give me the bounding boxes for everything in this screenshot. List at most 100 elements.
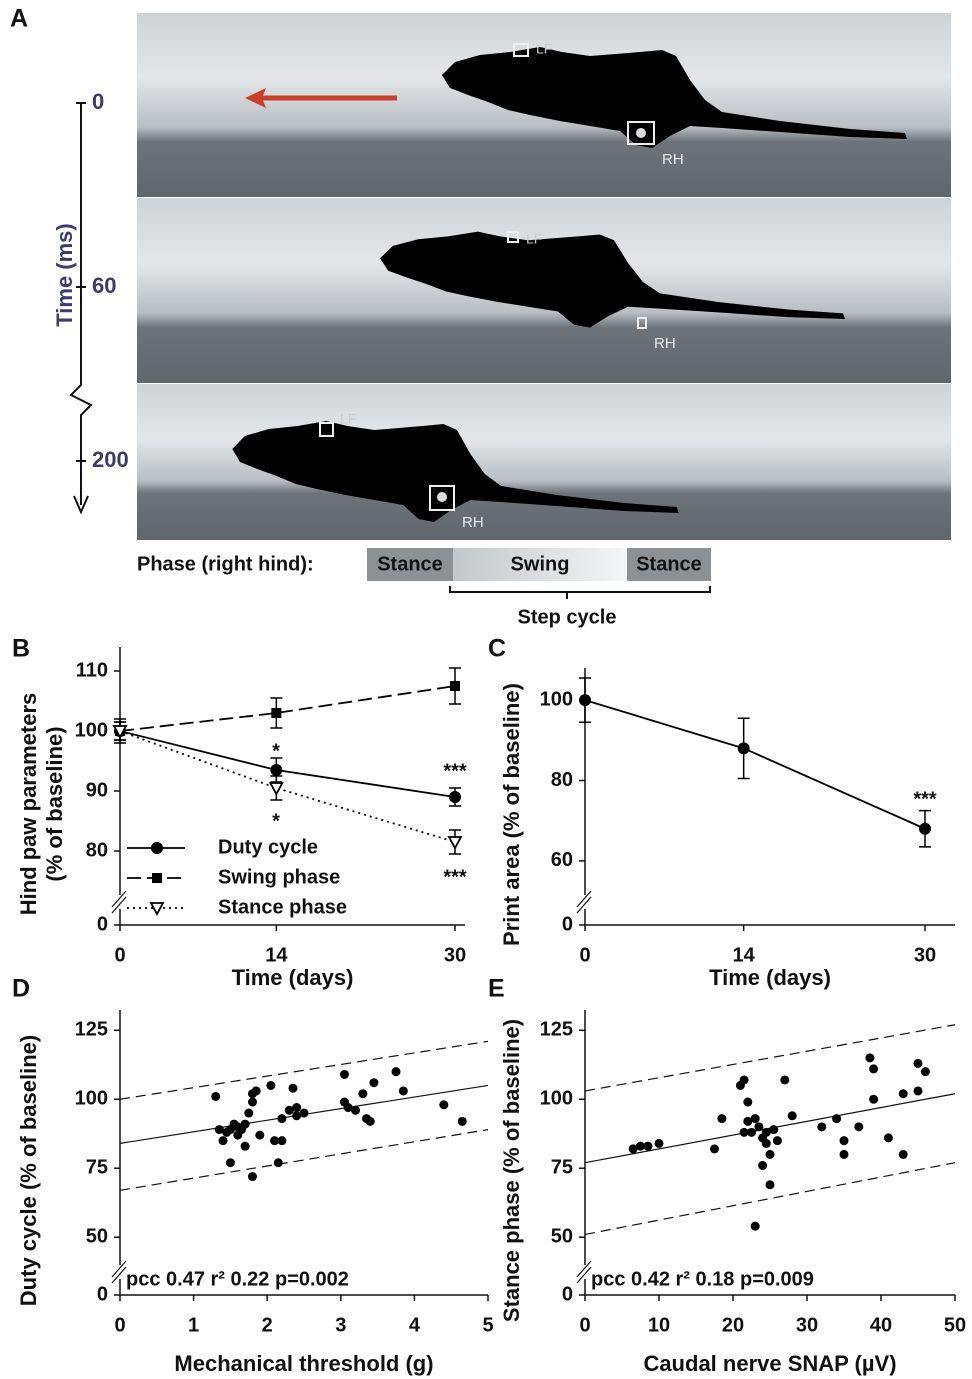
point: [743, 1097, 753, 1107]
marker: [152, 873, 162, 883]
marker: [268, 782, 284, 796]
legend-label: Swing phase: [218, 866, 340, 888]
marker: [151, 842, 163, 854]
annotation: *: [272, 740, 280, 762]
y-tick-label: 0: [97, 1283, 108, 1305]
point: [339, 1069, 349, 1079]
legend-label: Stance phase: [218, 896, 347, 918]
step-cycle-label: Step cycle: [518, 606, 617, 628]
point: [817, 1122, 827, 1132]
point: [717, 1114, 727, 1124]
y-axis-title: (% of baseline): [42, 726, 67, 881]
axis-break: [576, 896, 592, 914]
x-tick-label: 20: [722, 1314, 744, 1336]
marker: [271, 708, 282, 718]
y-tick-label: 125: [540, 1019, 573, 1041]
x-tick-label: 30: [444, 944, 466, 966]
point: [739, 1127, 749, 1137]
prediction-band: [584, 1024, 956, 1092]
panel-label: E: [488, 975, 505, 1003]
series-line: [119, 730, 456, 798]
point: [839, 1136, 849, 1146]
x-tick-label: 2: [262, 1314, 273, 1336]
point: [865, 1053, 875, 1063]
axis-break: [111, 896, 127, 914]
x-tick-label: 30: [796, 1314, 818, 1336]
axis-break: [576, 1266, 592, 1284]
x-tick-label: 14: [733, 944, 756, 966]
paw-label: RH: [654, 335, 676, 352]
point: [747, 1127, 756, 1137]
point: [869, 1064, 879, 1074]
y-tick-label: 90: [86, 779, 108, 801]
point: [772, 1136, 782, 1146]
point: [710, 1144, 719, 1154]
y-axis-title: Hind paw parameters: [16, 693, 41, 916]
point: [920, 1067, 930, 1077]
paw-label: LF: [526, 231, 542, 247]
point: [765, 1149, 775, 1159]
point: [913, 1058, 923, 1068]
point: [365, 1116, 375, 1126]
point: [839, 1149, 849, 1159]
point: [244, 1108, 254, 1118]
point: [270, 1136, 280, 1146]
annotation: ***: [443, 866, 467, 888]
point: [273, 1158, 283, 1168]
y-tick-label: 50: [86, 1225, 108, 1247]
y-tick-label: 100: [540, 1088, 573, 1110]
paw-label: LF: [536, 41, 552, 57]
point: [654, 1138, 664, 1148]
point: [284, 1105, 294, 1115]
point: [643, 1141, 653, 1151]
panel-label: A: [10, 5, 28, 33]
y-tick-label: 50: [551, 1225, 573, 1247]
point: [765, 1180, 775, 1190]
y-tick-label: 0: [97, 913, 108, 935]
point: [277, 1114, 287, 1124]
x-tick-label: 40: [870, 1314, 892, 1336]
y-tick-label: 75: [86, 1157, 108, 1179]
marker: [737, 742, 750, 755]
paw-label: LF: [340, 411, 356, 427]
point: [439, 1100, 449, 1110]
prediction-band: [119, 1129, 489, 1191]
time-tick-label: 60: [92, 273, 116, 298]
point: [251, 1086, 261, 1096]
y-tick-label: 0: [562, 913, 573, 935]
x-tick-label: 3: [335, 1314, 346, 1336]
point: [832, 1114, 842, 1124]
point: [739, 1075, 749, 1085]
x-tick-label: 4: [409, 1314, 421, 1336]
paw-label: RH: [462, 514, 484, 531]
y-tick-label: 125: [75, 1019, 108, 1041]
axis-break: [576, 890, 592, 908]
prediction-band: [584, 1162, 956, 1236]
point: [898, 1089, 908, 1099]
x-tick-label: 10: [648, 1314, 670, 1336]
time-tick-label: 0: [92, 89, 104, 114]
point: [288, 1083, 298, 1093]
y-tick-label: 100: [75, 719, 108, 741]
series-line: [584, 699, 926, 830]
y-tick-label: 80: [86, 839, 108, 861]
x-axis-title: Time (days): [232, 965, 354, 990]
phase-segment: Swing: [511, 553, 570, 575]
point: [761, 1138, 771, 1148]
point: [225, 1158, 235, 1168]
point: [780, 1075, 790, 1085]
time-axis-title: Time (ms): [52, 223, 77, 327]
point: [750, 1221, 760, 1231]
marker: [112, 725, 128, 739]
panel-label: B: [12, 635, 30, 663]
panel-label: D: [12, 975, 30, 1003]
point: [913, 1086, 923, 1096]
marker: [450, 681, 460, 691]
phase-segment: Stance: [636, 553, 702, 575]
point: [277, 1136, 287, 1146]
marker: [149, 902, 165, 916]
x-tick-label: 1: [188, 1314, 199, 1336]
video-frames: [137, 13, 951, 540]
point: [898, 1149, 908, 1159]
